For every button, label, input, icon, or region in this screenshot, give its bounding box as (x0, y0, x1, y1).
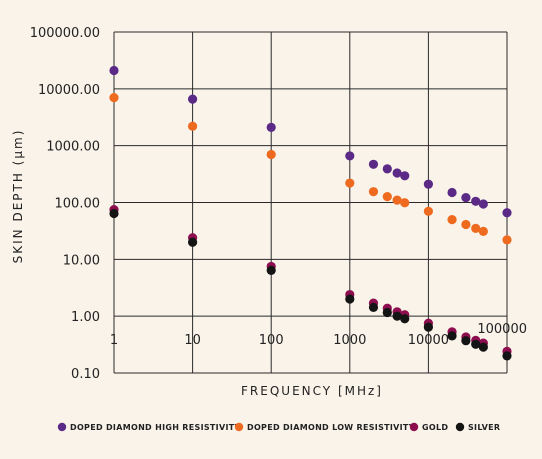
data-point (502, 351, 512, 361)
data-point (266, 149, 276, 160)
legend-item: SILVER (455, 422, 500, 432)
legend-item: GOLD (409, 422, 448, 432)
y-tick-label: 1.00 (71, 310, 100, 325)
data-point (188, 237, 198, 247)
data-point (423, 179, 433, 189)
x-tick-label: 10000 (408, 333, 449, 348)
data-point (266, 122, 276, 132)
data-point (368, 302, 379, 312)
x-tick-label: 1000 (333, 333, 366, 348)
legend-marker (57, 422, 67, 432)
series-2 (109, 93, 512, 245)
y-tick-label: 100.00 (55, 197, 101, 212)
data-point (368, 187, 379, 197)
data-point (109, 93, 119, 103)
series-4 (109, 208, 512, 361)
data-point (382, 164, 392, 174)
data-point (109, 208, 119, 219)
series-1 (109, 65, 512, 218)
data-point (400, 198, 410, 208)
legend-marker (455, 422, 465, 432)
data-point (447, 331, 457, 341)
data-point (188, 121, 198, 131)
y-tick-label: 0.10 (71, 367, 100, 382)
data-point (447, 215, 457, 225)
data-point (392, 168, 402, 178)
data-point (400, 314, 410, 324)
data-point (461, 219, 471, 230)
data-point (471, 223, 481, 234)
data-point (382, 192, 392, 202)
data-point (502, 208, 512, 218)
legend: DOPED DIAMOND HIGH RESISTIVITY DOPED DIAM… (57, 422, 500, 432)
legend-item: DOPED DIAMOND LOW RESISTIVITY (234, 422, 415, 432)
data-point (478, 199, 488, 209)
legend-label: DOPED DIAMOND LOW RESISTIVITY (247, 423, 415, 432)
data-point (478, 342, 488, 352)
data-point (461, 336, 471, 346)
data-point (471, 196, 481, 206)
x-tick-label: 100 (259, 333, 284, 348)
data-point (447, 187, 457, 198)
legend-label: GOLD (422, 423, 448, 432)
data-point (392, 311, 402, 321)
legend-label: DOPED DIAMOND HIGH RESISTIVITY (70, 423, 241, 432)
x-tick-label: 1 (110, 333, 118, 348)
data-point (368, 159, 379, 169)
data-point (266, 265, 276, 275)
data-point (345, 151, 355, 161)
data-point (382, 307, 392, 318)
legend-marker (234, 422, 244, 432)
x-axis-title: FREQUENCY [MHz] (241, 384, 383, 398)
legend-marker (409, 422, 419, 432)
data-point (423, 206, 433, 216)
y-axis-title: SKIN DEPTH (μm) (11, 129, 25, 264)
data-point (109, 65, 119, 76)
data-point (423, 322, 433, 332)
data-points (109, 65, 512, 361)
tick-labels: 100000.00 10000.00 1000.00 100.00 10.00 1.00 0… (30, 26, 527, 382)
data-point (345, 294, 355, 304)
data-point (188, 94, 198, 104)
grid (113, 31, 508, 374)
legend-item: DOPED DIAMOND HIGH RESISTIVITY (57, 422, 241, 432)
x-tick-label: 100000 (477, 322, 527, 337)
data-point (400, 171, 410, 181)
data-point (345, 178, 355, 188)
legend-label: SILVER (468, 423, 500, 432)
data-point (502, 235, 512, 245)
data-point (392, 195, 402, 205)
data-point (461, 192, 471, 203)
y-tick-label: 10000.00 (38, 83, 100, 98)
data-point (471, 339, 481, 349)
data-point (478, 226, 488, 237)
y-tick-label: 100000.00 (30, 26, 100, 41)
y-tick-label: 10.00 (63, 253, 100, 268)
x-tick-label: 10 (184, 333, 201, 348)
y-tick-label: 1000.00 (46, 140, 100, 155)
